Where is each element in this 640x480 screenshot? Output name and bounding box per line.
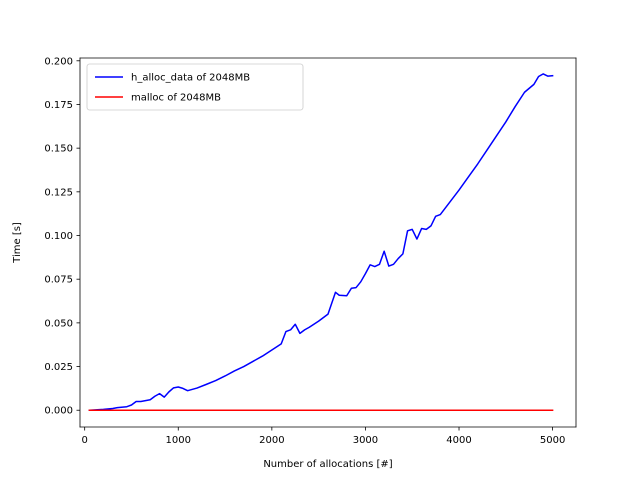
x-tick-label: 2000 <box>259 435 284 446</box>
x-tick-label: 4000 <box>446 435 471 446</box>
y-tick-label: 0.000 <box>44 406 73 417</box>
y-axis-label: Time [s] <box>12 222 23 264</box>
legend-box <box>86 63 304 111</box>
series-layer <box>88 73 554 412</box>
y-tick-label: 0.175 <box>44 100 73 111</box>
y-tick-label: 0.025 <box>44 362 73 373</box>
legend: h_alloc_data of 2048MB malloc of 2048MB <box>86 63 304 111</box>
y-tick-label: 0.100 <box>44 231 73 242</box>
plot-area <box>80 58 576 427</box>
y-tick-label: 0.200 <box>44 56 73 67</box>
x-tick-label: 1000 <box>166 435 191 446</box>
x-axis-label: Number of allocations [#] <box>263 459 392 470</box>
x-tick-label: 0 <box>81 435 87 446</box>
legend-label-1: h_alloc_data of 2048MB <box>131 73 250 84</box>
x-tick-label: 3000 <box>353 435 378 446</box>
y-tick-label: 0.150 <box>44 144 73 155</box>
x-tick-label: 5000 <box>540 435 565 446</box>
y-tick-label: 0.125 <box>44 187 73 198</box>
ticks-layer: 0 1000 2000 3000 4000 5000 0.000 0.025 0.050 0.07… <box>44 56 565 446</box>
y-tick-label: 0.050 <box>44 318 73 329</box>
legend-label-2: malloc of 2048MB <box>131 93 221 104</box>
axes-layer <box>79 57 577 428</box>
series-line-1 <box>88 73 554 412</box>
y-tick-label: 0.075 <box>44 275 73 286</box>
